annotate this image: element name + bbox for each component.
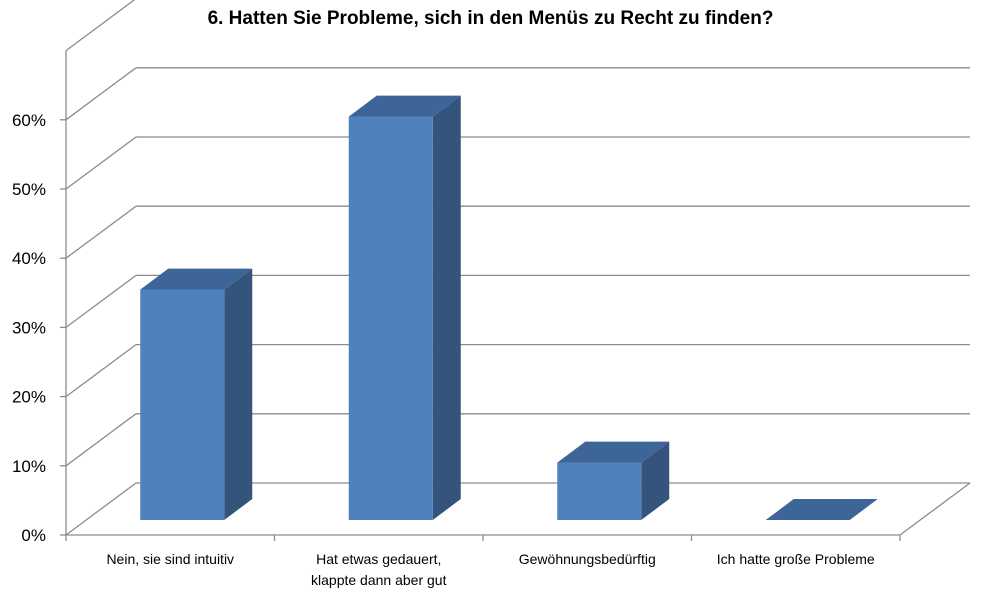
wall-gridline [65, 344, 137, 398]
x-tick-label: klappte dann aber gut [311, 572, 447, 588]
wall-gridline [65, 413, 137, 467]
wall-gridline [65, 482, 137, 536]
y-tick-label: 40% [12, 249, 46, 268]
bar-top [348, 95, 461, 117]
floor-edge [899, 482, 971, 536]
y-tick-label: 50% [12, 180, 46, 199]
bar [348, 116, 433, 521]
wall-gridline [65, 136, 137, 190]
wall-gridline [65, 67, 137, 121]
x-tick-label: Gewöhnungsbedürftig [519, 551, 656, 567]
y-tick-label: 60% [12, 111, 46, 130]
y-tick-label: 20% [12, 388, 46, 407]
bar-top [557, 441, 670, 463]
chart-title: 6. Hatten Sie Probleme, sich in den Menü… [207, 8, 774, 29]
x-tick-label: Hat etwas gedauert, [316, 551, 441, 567]
bar-top [140, 268, 253, 290]
wall-gridline [65, 0, 136, 52]
bar-top [765, 499, 878, 520]
y-tick-label: 0% [21, 526, 46, 545]
y-tick-label: 30% [12, 318, 46, 337]
x-tick-label: Ich hatte große Probleme [717, 551, 875, 567]
bar-side [432, 95, 461, 521]
bar [557, 462, 642, 520]
bar [140, 289, 225, 520]
bar-side [224, 268, 253, 520]
wall-gridline [65, 274, 137, 328]
y-tick-label: 10% [12, 457, 46, 476]
x-tick-label: Nein, sie sind intuitiv [106, 551, 234, 567]
bar-side [641, 441, 670, 520]
wall-gridline [65, 205, 137, 259]
